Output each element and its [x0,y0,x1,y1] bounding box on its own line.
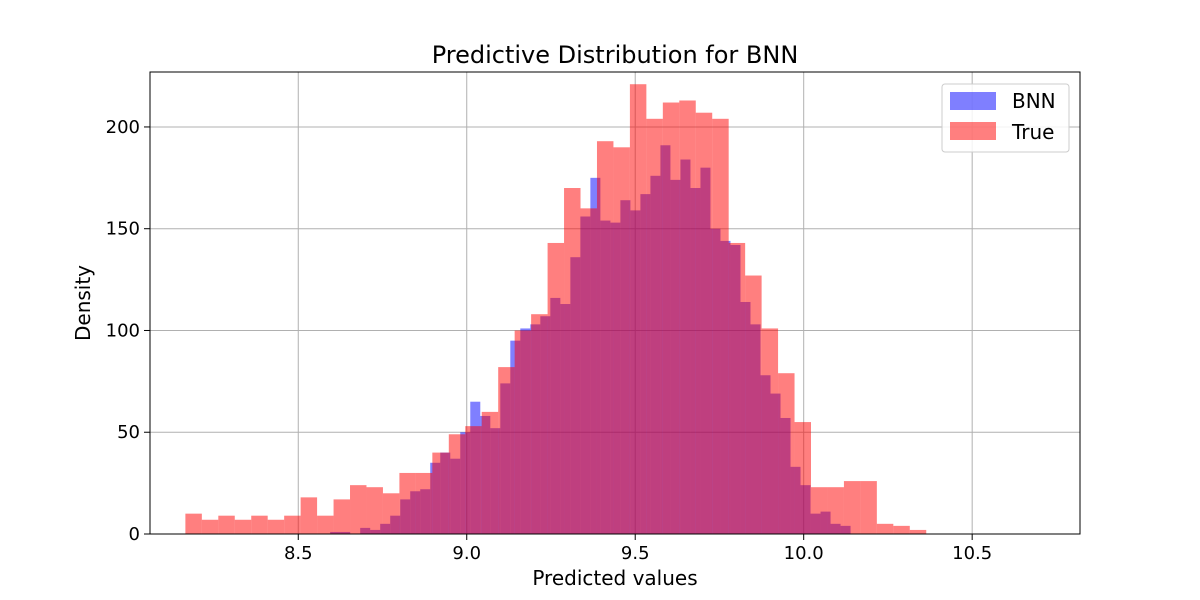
bar-true [811,487,828,534]
bar-true [465,426,482,534]
legend-swatch-bnn [950,92,996,110]
bar-true [481,411,499,534]
bar-true [399,472,416,534]
bar-true [613,147,630,535]
y-tick-label: 200 [106,117,140,138]
bar-true [267,519,285,534]
bar-true [580,208,597,534]
bar-true [876,523,894,534]
legend-label-true: True [1011,120,1054,144]
bars [185,84,927,535]
bar-true [317,515,334,534]
x-axis-label: Predicted values [532,566,697,590]
bar-true [284,515,301,534]
bar-true [761,328,779,534]
bar-true [547,242,565,534]
bar-true [745,275,762,534]
bar-true [432,452,449,534]
x-tick-label: 9.5 [621,543,650,564]
bar-true [531,314,548,534]
y-tick-label: 50 [117,422,140,443]
x-axis: 8.5 9.0 9.5 10.0 10.5 [284,534,992,564]
bar-true [350,485,367,534]
x-tick-label: 9.0 [452,543,481,564]
bar-true [201,519,219,534]
bar-true [596,141,614,534]
bar-true [778,373,795,534]
bar-true [448,434,466,534]
y-axis: 0 50 100 150 200 [106,117,150,545]
bar-true [712,118,729,534]
series-true [185,84,927,535]
y-tick-label: 0 [129,524,140,545]
y-axis-label: Density [71,265,95,341]
bar-true [695,112,713,535]
bar-true [646,118,663,534]
bar-true [185,513,202,534]
bar-true [218,515,235,534]
plot-frame [149,71,1081,535]
bar-true [827,487,844,534]
bar-true [893,525,910,534]
bar-true [679,100,696,534]
y-tick-label: 100 [106,320,140,341]
bar-true [514,330,532,534]
legend-swatch-true [950,122,996,140]
bar-true [728,242,746,534]
bar-true [860,481,877,534]
legend-label-bnn: BNN [1012,89,1056,113]
y-tick-label: 150 [106,219,140,240]
bar-true [333,499,351,534]
bar-true [251,515,268,534]
bar-true [564,188,581,535]
bar-true [662,102,680,535]
bar-true [415,472,433,534]
bar-true [366,487,383,534]
bar-true [843,481,861,534]
bar-true [909,529,927,534]
chart-title: Predictive Distribution for BNN [432,41,799,69]
bar-true [498,367,515,534]
bar-true [234,519,252,534]
bar-true [300,497,318,534]
x-tick-label: 10.5 [952,543,992,564]
x-tick-label: 10.0 [784,543,824,564]
legend: BNN True [941,83,1070,153]
bar-true [794,422,812,534]
bar-true [629,84,647,534]
x-tick-label: 8.5 [284,543,313,564]
bar-true [382,493,400,534]
